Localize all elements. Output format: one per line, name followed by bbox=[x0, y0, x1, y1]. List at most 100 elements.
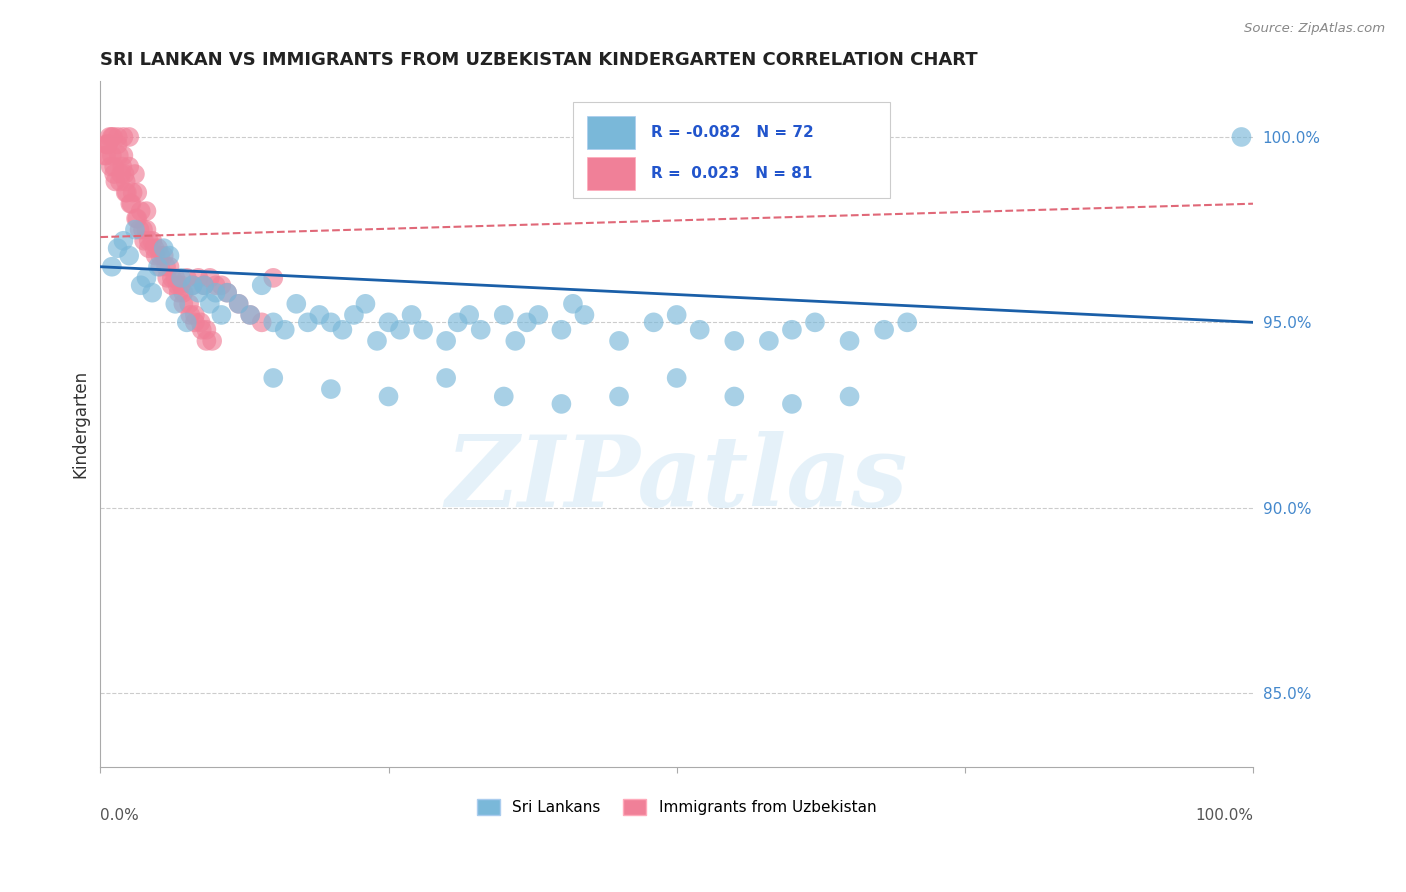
Point bbox=[152, 249, 174, 263]
Point bbox=[101, 148, 124, 162]
Legend: Sri Lankans, Immigrants from Uzbekistan: Sri Lankans, Immigrants from Uzbekistan bbox=[471, 793, 883, 822]
Point bbox=[129, 204, 152, 219]
Point bbox=[146, 241, 169, 255]
Point bbox=[527, 308, 550, 322]
Point bbox=[108, 174, 131, 188]
Point bbox=[401, 308, 423, 322]
Point bbox=[412, 323, 434, 337]
Point bbox=[896, 315, 918, 329]
Point bbox=[195, 334, 218, 348]
Point bbox=[187, 285, 209, 300]
Point bbox=[184, 315, 207, 329]
FancyBboxPatch shape bbox=[586, 116, 636, 149]
Point bbox=[201, 334, 224, 348]
Point bbox=[343, 308, 366, 322]
Point bbox=[103, 160, 125, 174]
Point bbox=[103, 167, 125, 181]
Point bbox=[159, 260, 181, 274]
Point bbox=[354, 297, 377, 311]
Point bbox=[191, 323, 214, 337]
Point bbox=[366, 334, 388, 348]
Point bbox=[135, 270, 157, 285]
Point bbox=[574, 308, 596, 322]
Point bbox=[111, 160, 134, 174]
Point bbox=[127, 211, 149, 226]
Point bbox=[176, 315, 198, 329]
Point bbox=[838, 334, 860, 348]
Point bbox=[160, 270, 183, 285]
Point bbox=[101, 130, 124, 145]
Point bbox=[193, 278, 215, 293]
Point bbox=[152, 241, 174, 255]
Point bbox=[607, 334, 630, 348]
Point bbox=[141, 234, 163, 248]
Point bbox=[758, 334, 780, 348]
Point bbox=[121, 186, 143, 200]
Point bbox=[170, 278, 193, 293]
Point bbox=[319, 382, 342, 396]
Point bbox=[503, 334, 526, 348]
Point bbox=[107, 241, 129, 255]
Y-axis label: Kindergarten: Kindergarten bbox=[72, 370, 89, 478]
Point bbox=[239, 308, 262, 322]
Point bbox=[167, 285, 190, 300]
Point bbox=[132, 222, 155, 236]
Point bbox=[643, 315, 665, 329]
Point bbox=[127, 186, 149, 200]
Point bbox=[107, 130, 129, 145]
Point bbox=[94, 148, 117, 162]
Point bbox=[101, 260, 124, 274]
Point bbox=[308, 308, 330, 322]
Point bbox=[172, 297, 194, 311]
Point bbox=[434, 334, 457, 348]
Point bbox=[165, 297, 187, 311]
Point bbox=[262, 315, 284, 329]
Point bbox=[94, 137, 117, 152]
FancyBboxPatch shape bbox=[572, 102, 890, 198]
Point bbox=[492, 390, 515, 404]
Point bbox=[129, 278, 152, 293]
Point bbox=[184, 308, 207, 322]
Point bbox=[115, 186, 138, 200]
Point bbox=[377, 315, 399, 329]
Text: Source: ZipAtlas.com: Source: ZipAtlas.com bbox=[1244, 22, 1385, 36]
Point bbox=[160, 278, 183, 293]
Point bbox=[138, 234, 160, 248]
Point bbox=[804, 315, 827, 329]
Point bbox=[723, 334, 745, 348]
Point bbox=[550, 323, 572, 337]
Point bbox=[193, 278, 215, 293]
Point bbox=[209, 278, 232, 293]
Point bbox=[447, 315, 470, 329]
Point bbox=[187, 270, 209, 285]
Point bbox=[607, 390, 630, 404]
Point bbox=[389, 323, 412, 337]
Point bbox=[112, 234, 135, 248]
Point bbox=[170, 270, 193, 285]
Point bbox=[217, 285, 239, 300]
Point bbox=[262, 270, 284, 285]
Point bbox=[239, 308, 262, 322]
Point bbox=[217, 285, 239, 300]
Point bbox=[181, 278, 204, 293]
Point bbox=[98, 130, 121, 145]
Point bbox=[665, 308, 688, 322]
Point bbox=[97, 137, 120, 152]
Point bbox=[145, 249, 167, 263]
Point bbox=[165, 270, 187, 285]
Point bbox=[149, 249, 172, 263]
Point bbox=[93, 148, 115, 162]
Point bbox=[198, 270, 221, 285]
Point bbox=[195, 323, 218, 337]
Text: ZIPatlas: ZIPatlas bbox=[446, 431, 908, 527]
Point bbox=[118, 249, 141, 263]
Point bbox=[377, 390, 399, 404]
Point bbox=[125, 211, 148, 226]
Point bbox=[141, 285, 163, 300]
Point bbox=[516, 315, 538, 329]
Point bbox=[228, 297, 250, 311]
Point bbox=[250, 315, 273, 329]
Point bbox=[190, 315, 212, 329]
Point bbox=[492, 308, 515, 322]
Text: 0.0%: 0.0% bbox=[100, 808, 139, 823]
